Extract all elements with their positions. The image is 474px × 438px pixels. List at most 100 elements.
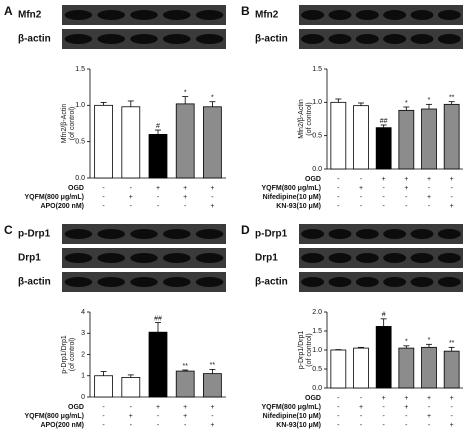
treatment-sign: -: [450, 185, 453, 192]
y-label-line: (of control): [306, 333, 313, 366]
bar: [148, 133, 168, 179]
significance-label: ##: [380, 118, 388, 125]
blot-band: [355, 277, 379, 287]
blot-band: [195, 277, 224, 287]
bar: [203, 373, 222, 398]
blot-band: [410, 277, 434, 287]
bar: [421, 346, 437, 389]
treatment-name: OGD: [305, 395, 321, 402]
treatment-sign: -: [337, 203, 340, 210]
treatment-sign: -: [211, 194, 214, 201]
significance-label: **: [182, 363, 188, 370]
treatment-name: APO(200 nM): [40, 422, 84, 429]
treatment-sign: -: [102, 185, 105, 192]
treatment-sign: +: [427, 176, 431, 183]
y-axis-label: p-Drp1/Drp1(of control): [61, 335, 76, 374]
treatment-sign: -: [102, 413, 105, 420]
y-label-line: Mfn2/β-Actin: [61, 104, 68, 144]
significance-label: *: [184, 89, 187, 96]
blot-band: [163, 10, 191, 20]
significance-label: #: [382, 312, 386, 319]
y-tick-label: 0.0: [75, 175, 85, 182]
blot-band: [64, 277, 93, 287]
treatment-sign: -: [450, 413, 453, 420]
blot-band: [130, 10, 158, 20]
blot-band: [163, 229, 191, 239]
blot-band: [437, 253, 461, 263]
treatment-sign: -: [337, 185, 340, 192]
treatment-sign: +: [129, 413, 133, 420]
panel-letter: D: [241, 223, 250, 237]
blot-band: [355, 229, 379, 239]
treatment-name: YQFM(800 μg/mL): [261, 404, 321, 411]
blot-band: [328, 229, 352, 239]
treatment-sign: -: [428, 404, 431, 411]
treatment-sign: -: [360, 422, 363, 429]
treatment-sign: +: [210, 203, 214, 210]
treatment-sign: +: [183, 413, 187, 420]
treatment-sign: -: [157, 194, 160, 201]
blot-band: [195, 34, 224, 44]
blot-label: Mfn2: [255, 10, 279, 21]
treatment-name: APO(200 nM): [40, 203, 84, 210]
treatment-name: YQFM(800 μg/mL): [24, 413, 84, 420]
bar: [398, 109, 415, 170]
significance-label: *: [211, 95, 214, 102]
treatment-sign: +: [404, 395, 408, 402]
blot-band: [97, 34, 125, 44]
significance-label: *: [428, 337, 431, 344]
treatment-sign: -: [130, 422, 133, 429]
treatment-name: OGD: [305, 176, 321, 183]
blot-band: [355, 253, 379, 263]
y-label-line: p-Drp1/Drp1: [298, 331, 305, 370]
blot-label: Drp1: [255, 253, 278, 264]
treatment-sign: -: [102, 203, 105, 210]
blot-band: [437, 10, 461, 20]
treatment-sign: -: [130, 404, 133, 411]
treatment-sign: -: [337, 176, 340, 183]
blot-label: β-actin: [18, 34, 51, 45]
treatment-sign: -: [337, 404, 340, 411]
y-tick-label: 1.5: [75, 66, 85, 73]
y-tick-label: 4: [81, 309, 85, 316]
y-tick-label: 0.5: [312, 133, 322, 140]
y-tick-label: 0.5: [312, 366, 322, 373]
treatment-sign: -: [382, 413, 385, 420]
panel-letter: B: [241, 4, 250, 18]
treatment-name: YQFM(800 μg/mL): [261, 185, 321, 192]
bar: [121, 377, 141, 398]
y-tick-label: 0: [81, 394, 85, 401]
treatment-sign: -: [405, 194, 408, 201]
treatment-sign: -: [382, 185, 385, 192]
treatment-sign: +: [404, 176, 408, 183]
y-tick-label: 1.0: [312, 347, 322, 354]
treatment-sign: -: [102, 194, 105, 201]
blot-band: [328, 277, 352, 287]
y-tick-label: 3: [81, 330, 85, 337]
blot-band: [97, 253, 125, 263]
blot-band: [195, 229, 224, 239]
significance-label: #: [156, 123, 160, 130]
treatment-sign: -: [157, 413, 160, 420]
treatment-sign: -: [184, 422, 187, 429]
bar: [330, 349, 347, 389]
treatment-sign: +: [404, 404, 408, 411]
panel-letter: A: [4, 4, 13, 18]
y-tick-label: 1.5: [312, 66, 322, 73]
y-tick-label: 1.0: [312, 99, 322, 106]
blot-band: [64, 10, 93, 20]
blot-band: [64, 229, 93, 239]
treatment-sign: +: [183, 185, 187, 192]
blot-band: [410, 229, 434, 239]
bar: [398, 347, 415, 389]
treatment-sign: -: [382, 203, 385, 210]
treatment-sign: -: [360, 395, 363, 402]
blot-band: [163, 277, 191, 287]
bar: [94, 375, 113, 398]
treatment-name: YQFM(800 μg/mL): [24, 194, 84, 201]
y-tick-label: 1: [81, 373, 85, 380]
blot-band: [328, 253, 352, 263]
bar: [175, 370, 195, 398]
blot-band: [328, 10, 352, 20]
blot-label: Mfn2: [18, 10, 42, 21]
